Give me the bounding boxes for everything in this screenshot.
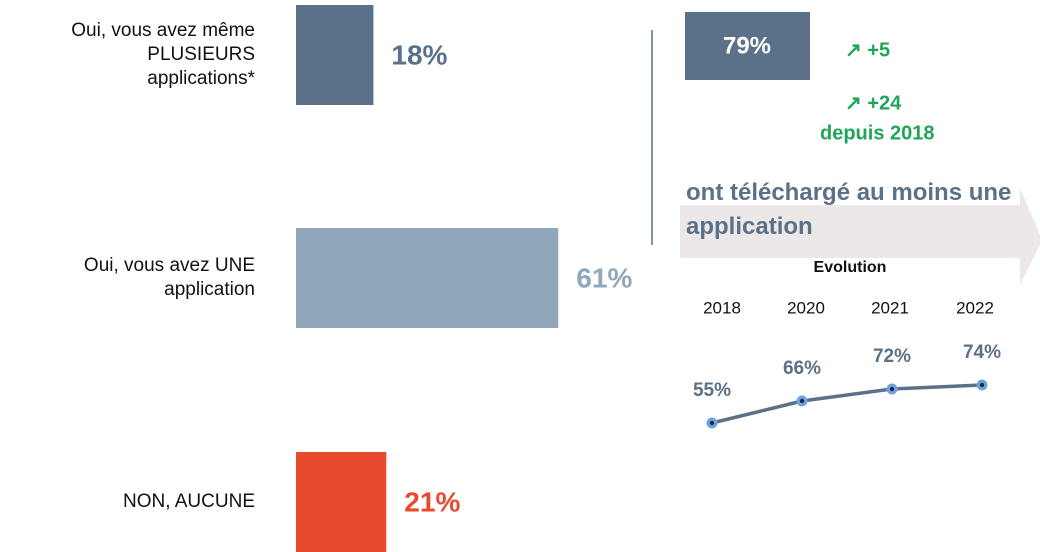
value-label: 74% — [963, 342, 1001, 363]
change: ↗ +5 — [845, 39, 890, 61]
point-center — [979, 382, 985, 388]
summary-value: 79% — [723, 32, 771, 59]
category-label: NON, AUCUNE — [123, 491, 255, 512]
summary-box — [685, 12, 810, 80]
x-tick-label: 2020 — [787, 298, 825, 317]
arrow-shape — [680, 188, 1040, 285]
category-label: Oui, vous avez UNE application — [83, 255, 255, 300]
point-center — [889, 386, 895, 392]
line — [711, 383, 983, 425]
value-label: 55% — [693, 380, 731, 401]
value-label: 72% — [873, 346, 911, 367]
x-tick-label: 2022 — [956, 298, 994, 317]
value-label: 66% — [783, 358, 821, 379]
bar — [296, 5, 374, 105]
bar — [296, 228, 559, 328]
value-label: 21% — [404, 486, 460, 517]
x-tick-label: 2018 — [703, 298, 741, 317]
value-label: 61% — [576, 262, 632, 293]
change: ↗ +24 — [845, 92, 902, 114]
change-note: depuis 2018 — [820, 122, 935, 144]
point-center — [799, 398, 805, 404]
x-tick-label: 2021 — [871, 298, 909, 317]
value-label: 18% — [391, 39, 447, 70]
bar — [296, 452, 387, 552]
point-center — [709, 420, 715, 426]
line-title: Evolution — [814, 259, 887, 276]
summary-text: ont téléchargé au moins une application — [686, 179, 1012, 240]
category-label: Oui, vous avez même PLUSIEURS applicatio… — [71, 20, 255, 89]
